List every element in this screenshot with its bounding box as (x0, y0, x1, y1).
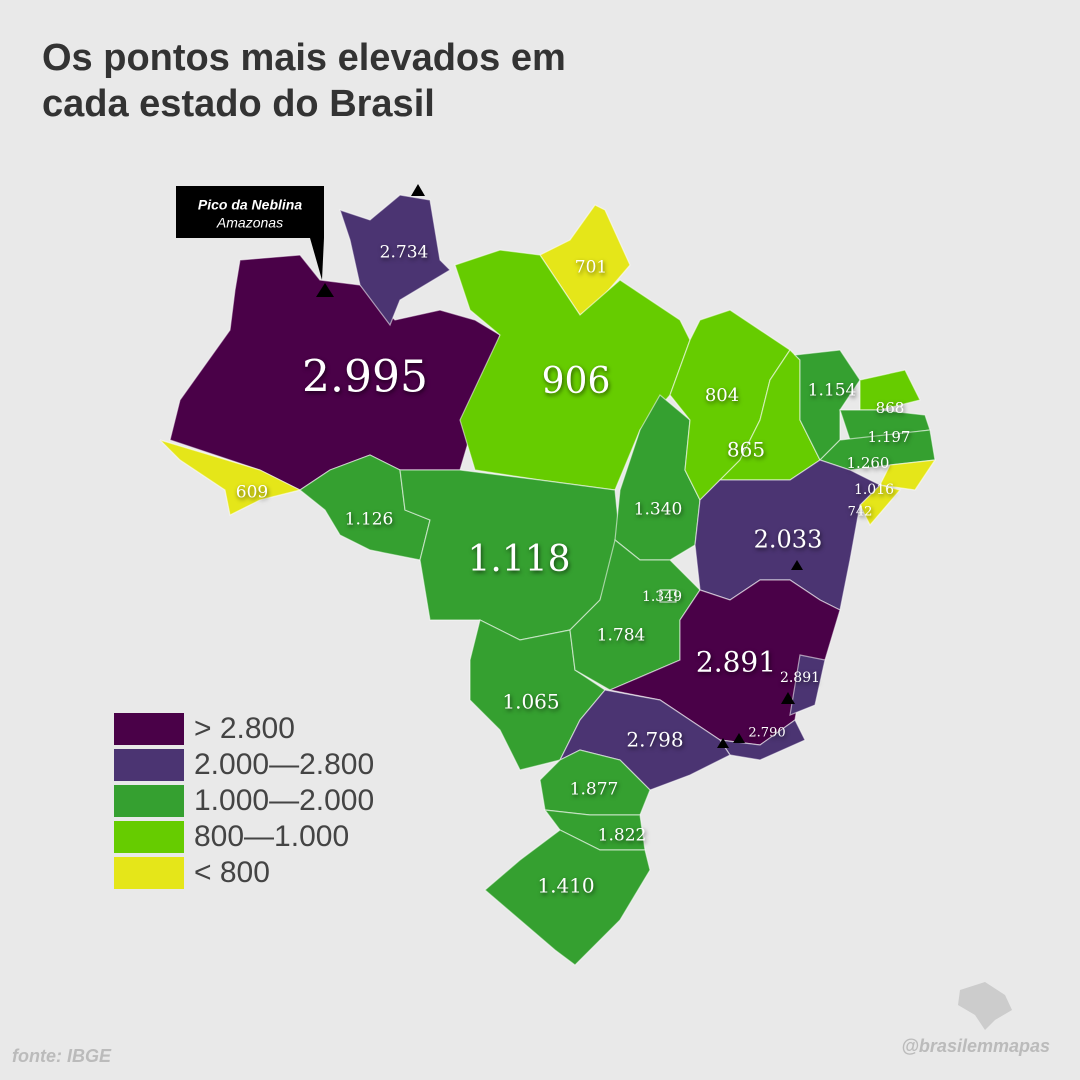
callout-pointer (310, 238, 324, 280)
peak-markers (316, 184, 803, 748)
legend-swatch (114, 713, 184, 745)
state-label: 804 (705, 385, 739, 406)
legend-swatch (114, 857, 184, 889)
legend-label: < 800 (194, 856, 270, 889)
state-label: 868 (876, 399, 905, 417)
state (484, 829, 651, 966)
state (659, 589, 677, 603)
state-label: 1.126 (345, 510, 394, 530)
state-label: 1.784 (597, 626, 646, 646)
callout-state: Amazonas (216, 215, 283, 231)
callout: Pico da Neblina Amazonas (176, 186, 324, 280)
state-label: 1.349 (642, 589, 682, 605)
state-label: 2.798 (626, 728, 683, 752)
title-line: Os pontos mais elevados em (42, 37, 566, 79)
legend-swatch (114, 749, 184, 781)
states (159, 194, 937, 966)
state-label: 1.197 (868, 428, 911, 446)
state-label: 1.260 (847, 454, 890, 472)
state (859, 369, 921, 411)
peak-marker (316, 283, 334, 297)
state (789, 654, 826, 716)
legend-label: 800—1.000 (194, 820, 349, 853)
state (879, 459, 937, 491)
peak-marker (791, 560, 803, 570)
legend: > 2.8002.000—2.8001.000—2.000800—1.000< … (114, 712, 374, 889)
peak-marker (717, 738, 729, 748)
state-label: 1.118 (467, 539, 570, 580)
source: fonte: IBGE (12, 1046, 112, 1066)
state-label: 2.995 (302, 352, 428, 403)
credit: @brasilemmapas (901, 1036, 1050, 1056)
callout-box (176, 186, 324, 238)
state-label: 701 (575, 258, 607, 278)
state-label: 2.033 (754, 526, 823, 554)
state-label: 742 (848, 505, 873, 520)
title-line: cada estado do Brasil (42, 83, 435, 125)
state-label: 1.877 (570, 780, 619, 800)
state-label: 1.154 (808, 381, 857, 401)
logo (958, 982, 1012, 1030)
legend-swatch (114, 821, 184, 853)
legend-swatch (114, 785, 184, 817)
state-label: 1.016 (854, 482, 894, 498)
callout-name: Pico da Neblina (198, 197, 302, 213)
state-labels: 2.995 2.734 701 906 609 1.126 1.118 1.065 1.340 1… (236, 243, 911, 898)
peak-marker (733, 733, 745, 743)
state (339, 194, 451, 327)
peak-marker (411, 184, 425, 196)
state-label: 2.891 (696, 646, 776, 679)
state-label: 1.065 (502, 690, 559, 714)
state-label: 1.410 (537, 874, 594, 898)
state-label: 1.822 (598, 826, 647, 846)
legend-label: 2.000—2.800 (194, 748, 374, 781)
legend-label: 1.000—2.000 (194, 784, 374, 817)
state-label: 2.891 (780, 670, 820, 686)
state-label: 2.734 (380, 243, 429, 263)
state-label: 609 (236, 483, 268, 503)
state-label: 865 (727, 438, 765, 462)
state-label: 906 (542, 361, 611, 402)
state-label: 2.790 (748, 726, 785, 741)
legend-label: > 2.800 (194, 712, 295, 745)
state (159, 439, 302, 516)
peak-marker (781, 692, 795, 704)
state-label: 1.340 (634, 500, 683, 520)
